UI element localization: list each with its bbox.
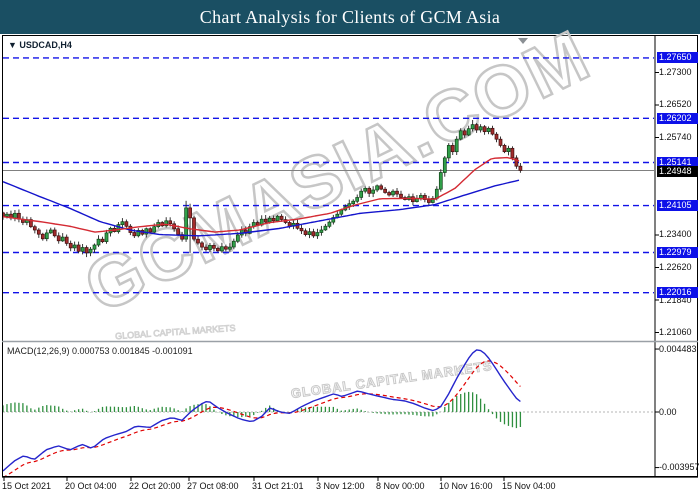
price-axis-label: 1.26520 xyxy=(659,99,692,109)
time-axis-label: 31 Oct 21:01 xyxy=(252,481,304,491)
time-axis-label: 20 Oct 04:00 xyxy=(65,481,117,491)
level-price-tag: 1.22016 xyxy=(657,287,698,298)
level-price-tag: 1.24105 xyxy=(657,200,698,211)
symbol-timeframe-dropdown[interactable]: ▼ USDCAD,H4 xyxy=(8,40,72,50)
level-price-tag: 1.25141 xyxy=(657,157,698,168)
panel-borders xyxy=(2,35,698,478)
level-price-tag: 1.27650 xyxy=(657,52,698,63)
price-panel[interactable] xyxy=(2,38,655,294)
price-axis-label: 1.21060 xyxy=(659,327,692,337)
chevron-down-icon: ▼ xyxy=(8,40,20,50)
macd-axis-label: -0.003957 xyxy=(659,462,700,472)
macd-signal-line xyxy=(4,360,521,476)
time-axis-label: 10 Nov 16:00 xyxy=(439,481,493,491)
macd-indicator-label: MACD(12,26,9) 0.000753 0.001845 -0.00109… xyxy=(7,346,193,356)
shift-marker-icon xyxy=(518,38,528,44)
page-title: Chart Analysis for Clients of GCM Asia xyxy=(199,6,501,27)
time-axis-label: 27 Oct 08:00 xyxy=(187,481,239,491)
chart-window[interactable] xyxy=(2,35,698,477)
time-axis-label: 22 Oct 20:00 xyxy=(129,481,181,491)
level-price-tag: 1.22979 xyxy=(657,247,698,258)
ma-fast-line xyxy=(3,156,520,233)
level-price-tag: 1.26202 xyxy=(657,113,698,124)
price-axis-label: 1.25740 xyxy=(659,132,692,142)
price-axis-label: 1.21840 xyxy=(659,295,692,305)
time-axis-label: 15 Nov 04:00 xyxy=(502,481,556,491)
macd-axis-label: 0.00 xyxy=(659,407,677,417)
macd-main-line xyxy=(3,349,521,472)
time-axis-label: 15 Oct 2021 xyxy=(2,481,52,491)
ma-slow-line xyxy=(3,179,520,237)
price-axis-label: 1.23400 xyxy=(659,229,692,239)
current-price-tag: 1.24948 xyxy=(657,166,698,177)
macd-axis-label: 0.004483 xyxy=(659,344,697,354)
time-axis-label: 8 Nov 00:00 xyxy=(376,481,425,491)
axis-ticks xyxy=(3,72,659,481)
macd-panel[interactable] xyxy=(3,349,654,478)
macd-histogram xyxy=(3,391,522,429)
title-bar: Chart Analysis for Clients of GCM Asia xyxy=(0,0,700,34)
price-axis-label: 1.27300 xyxy=(659,67,692,77)
time-axis-label: 3 Nov 12:00 xyxy=(316,481,365,491)
price-axis-label: 1.22620 xyxy=(659,262,692,272)
candles xyxy=(3,120,523,258)
